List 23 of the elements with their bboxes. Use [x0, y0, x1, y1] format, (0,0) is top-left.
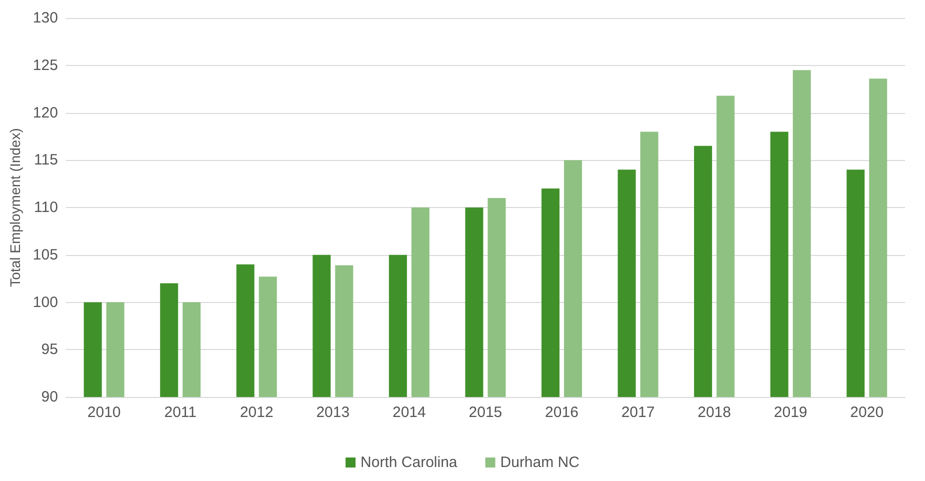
x-tick-label: 2019 [774, 404, 808, 421]
y-tick-label: 100 [32, 294, 58, 311]
x-tick-label: 2012 [240, 404, 274, 421]
x-tick-label: 2013 [316, 404, 350, 421]
x-tick-label: 2020 [850, 404, 884, 421]
x-tick-label: 2016 [545, 404, 578, 421]
legend-label: Durham NC [500, 454, 580, 471]
y-tick-label: 90 [41, 388, 58, 406]
y-tick-label: 95 [41, 341, 58, 358]
x-tick-label: 2018 [698, 404, 731, 421]
y-tick-label: 120 [32, 104, 58, 122]
y-tick-label: 125 [32, 56, 58, 74]
x-tick-label: 2011 [164, 404, 196, 421]
y-tick-label: 105 [32, 246, 58, 264]
y-tick-label: 110 [34, 199, 58, 216]
x-tick-label: 2014 [392, 404, 426, 421]
x-tick-label: 2017 [621, 404, 655, 421]
y-tick-label: 115 [34, 152, 58, 169]
x-tick-label: 2010 [87, 404, 121, 421]
y-tick-label: 130 [32, 10, 58, 26]
y-axis-title: Total Employment (Index) [7, 128, 23, 287]
legend-label: North Carolina [360, 454, 458, 471]
x-tick-label: 2015 [468, 404, 502, 421]
